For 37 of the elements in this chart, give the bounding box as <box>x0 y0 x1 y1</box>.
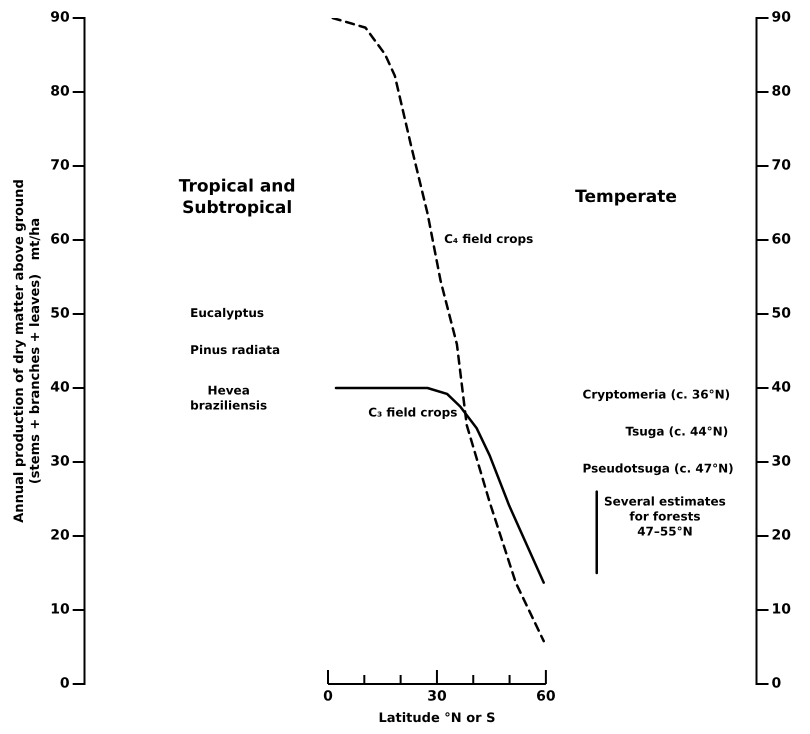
y-tick-label: 80 <box>50 84 70 100</box>
annotation: Pseudotsuga (c. 47°N) <box>582 462 734 476</box>
y-tick-label: 90 <box>50 10 70 26</box>
annotation: Several estimates for forests 47–55°N <box>604 494 726 539</box>
y2-tick-label: 20 <box>772 528 792 544</box>
annotation: Hevea braziliensis <box>190 384 268 413</box>
x-tick-label: 0 <box>323 688 334 705</box>
line-series <box>331 18 545 642</box>
annotation: Temperate <box>575 187 677 208</box>
annotation: Tropical and Subtropical <box>178 176 296 218</box>
y2-tick-label: 50 <box>772 306 792 322</box>
y-tick-label: 0 <box>60 676 70 692</box>
y-axis-title: Annual production of dry matter above ground (stems + branches + leaves) mt/ha <box>12 179 43 523</box>
y2-tick-label: 90 <box>772 10 792 26</box>
y-tick-label: 60 <box>50 232 70 248</box>
x-tick-label: 30 <box>427 688 447 705</box>
annotation: Tsuga (c. 44°N) <box>626 424 728 438</box>
annotation: Pinus radiata <box>190 343 280 358</box>
x-tick-label: 60 <box>536 688 556 705</box>
annotation: Cryptomeria (c. 36°N) <box>582 388 730 402</box>
y-tick-label: 40 <box>50 380 70 396</box>
y2-tick-label: 0 <box>772 676 782 692</box>
y-tick-label: 30 <box>50 454 70 470</box>
y-tick-label: 50 <box>50 306 70 322</box>
y2-tick-label: 70 <box>772 158 792 174</box>
annotation: C₃ field crops <box>368 406 458 420</box>
x-axis-title: Latitude °N or S <box>378 710 496 726</box>
y-tick-label: 70 <box>50 158 70 174</box>
y2-tick-label: 60 <box>772 232 792 248</box>
annotation: Eucalyptus <box>190 306 264 320</box>
y-tick-label: 10 <box>50 602 70 618</box>
annotation: C₄ field crops <box>444 232 534 246</box>
y2-tick-label: 10 <box>772 602 792 618</box>
y2-tick-label: 30 <box>772 454 792 470</box>
y-tick-label: 20 <box>50 528 70 544</box>
y2-tick-label: 80 <box>772 84 792 100</box>
y2-tick-label: 40 <box>772 380 792 396</box>
